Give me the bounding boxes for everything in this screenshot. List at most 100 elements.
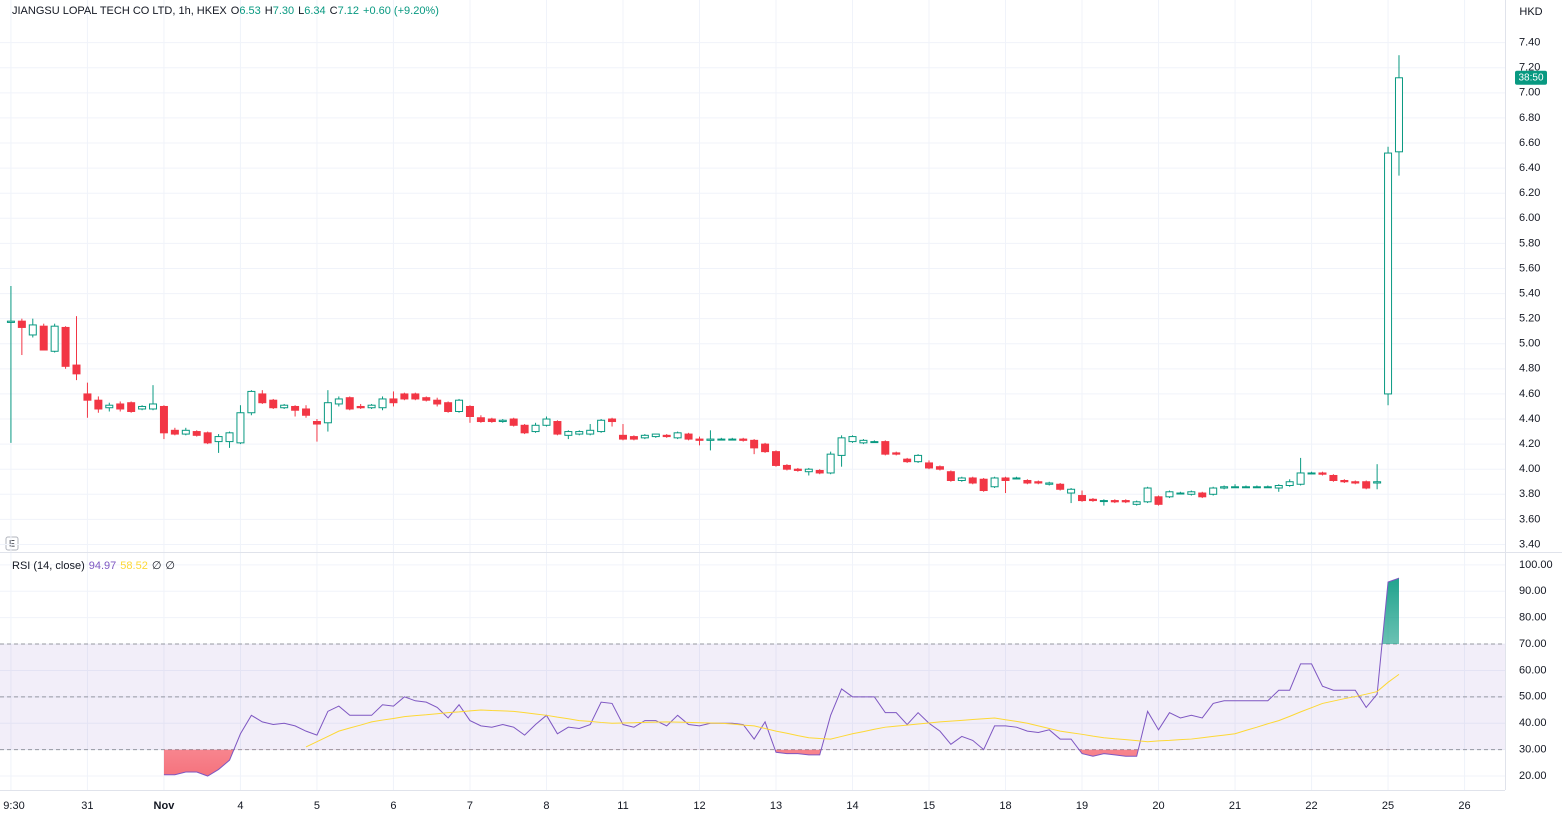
candle-body <box>629 436 638 440</box>
y-tick-label: 5.20 <box>1519 313 1540 325</box>
x-tick-label: 21 <box>1229 800 1241 812</box>
candle-body <box>750 439 759 449</box>
candle-body <box>914 454 923 463</box>
y-tick-label: 80.00 <box>1519 612 1547 624</box>
candle-body <box>640 434 649 439</box>
candle-body <box>782 464 791 470</box>
candle-body <box>1143 487 1152 503</box>
price-legend: JIANGSU LOPAL TECH CO LTD, 1h, HKEX O6.53… <box>12 5 443 17</box>
x-tick-label: Nov <box>154 800 176 812</box>
candle-body <box>903 458 912 463</box>
candle-body <box>1165 491 1174 498</box>
candle-body <box>28 324 37 336</box>
candle-body <box>39 325 48 351</box>
candle-body <box>673 432 682 439</box>
candle-body <box>323 402 332 424</box>
candle-body <box>389 398 398 404</box>
x-tick-label: 26 <box>1458 800 1470 812</box>
y-tick-label: 30.00 <box>1519 744 1547 756</box>
candle-body <box>138 405 147 410</box>
candle-body <box>531 424 540 433</box>
candle-body <box>618 434 627 440</box>
candle-body <box>1121 500 1130 503</box>
candle-body <box>771 451 780 466</box>
symbol-title: JIANGSU LOPAL TECH CO LTD, 1h, HKEX <box>12 5 227 17</box>
candle-body <box>717 438 726 441</box>
y-tick-label: 4.80 <box>1519 363 1540 375</box>
candle-body <box>1154 496 1163 505</box>
ohlc-name: H <box>264 5 273 17</box>
candle-body <box>1110 500 1119 503</box>
candle-body <box>83 393 92 401</box>
price-tag <box>1515 70 1547 85</box>
candle-body <box>1384 152 1393 395</box>
x-tick-label: 4 <box>237 800 243 812</box>
x-tick-label: 15 <box>923 800 935 812</box>
candle-body <box>957 477 966 481</box>
candle-body <box>1067 488 1076 494</box>
scale-mark[interactable]: E <box>9 538 15 548</box>
ohlc-value: 7.12 <box>337 5 360 17</box>
y-tick-label: 7.00 <box>1519 87 1540 99</box>
candle-body <box>269 399 278 409</box>
candle-body <box>859 439 868 444</box>
candle-body <box>192 431 201 436</box>
x-tick-label: 18 <box>999 800 1011 812</box>
x-tick-label: 8 <box>543 800 549 812</box>
candle-body <box>291 405 300 411</box>
y-tick-label: 5.60 <box>1519 262 1540 274</box>
candle-body <box>334 398 343 405</box>
y-tick-label: 3.40 <box>1519 538 1540 550</box>
candle-body <box>1329 474 1338 481</box>
y-tick-label: 4.00 <box>1519 463 1540 475</box>
rsi-extra: ∅ <box>151 560 162 572</box>
candle-body <box>520 424 529 434</box>
candle-body <box>149 403 158 410</box>
candle-body <box>465 405 474 418</box>
candle-body <box>542 418 551 426</box>
candle-body <box>1340 479 1349 483</box>
rsi-legend: RSI (14, close) 94.97 58.52 ∅ ∅ <box>12 559 179 572</box>
candle-body <box>302 408 311 416</box>
candle-body <box>1394 77 1403 153</box>
candle-body <box>422 397 431 401</box>
change: +0.60 (+9.20%) <box>363 5 439 17</box>
ohlc-value: 6.53 <box>239 5 261 17</box>
y-tick-label: 6.80 <box>1519 112 1540 124</box>
y-tick-label: 6.00 <box>1519 212 1540 224</box>
candle-body <box>597 419 606 433</box>
candle-body <box>378 398 387 409</box>
y-tick-label: 70.00 <box>1519 638 1547 650</box>
candle-body <box>1023 479 1032 484</box>
candle-body <box>1045 482 1054 485</box>
y-tick-label: 4.40 <box>1519 413 1540 425</box>
rsi-value: 94.97 <box>88 560 117 572</box>
candle-body <box>280 404 289 409</box>
rsi-title: RSI (14, close) <box>12 560 85 572</box>
candle-body <box>586 429 595 435</box>
candle-body <box>247 390 256 414</box>
candle-body <box>367 404 376 409</box>
candle-body <box>608 418 617 423</box>
x-tick-label: 11 <box>617 800 628 812</box>
y-tick-label: 3.60 <box>1519 513 1540 525</box>
candle-body <box>815 469 824 474</box>
overbought-fill <box>1382 578 1399 645</box>
candle-body <box>509 418 518 426</box>
x-tick-label: 13 <box>770 800 782 812</box>
x-tick-label: 20 <box>1152 800 1164 812</box>
candle-body <box>1296 472 1305 485</box>
candle-body <box>116 403 125 410</box>
candle-body <box>925 462 934 469</box>
candle-body <box>1078 495 1087 502</box>
candle-body <box>433 399 442 405</box>
scale-button[interactable] <box>5 536 19 551</box>
y-tick-label: 40.00 <box>1519 717 1547 729</box>
candle-body <box>1056 483 1065 490</box>
candle-body <box>312 421 321 425</box>
candle-body <box>739 438 748 441</box>
rsi-line <box>305 673 1400 748</box>
candle-body <box>1209 487 1218 495</box>
candle-body <box>848 436 857 443</box>
